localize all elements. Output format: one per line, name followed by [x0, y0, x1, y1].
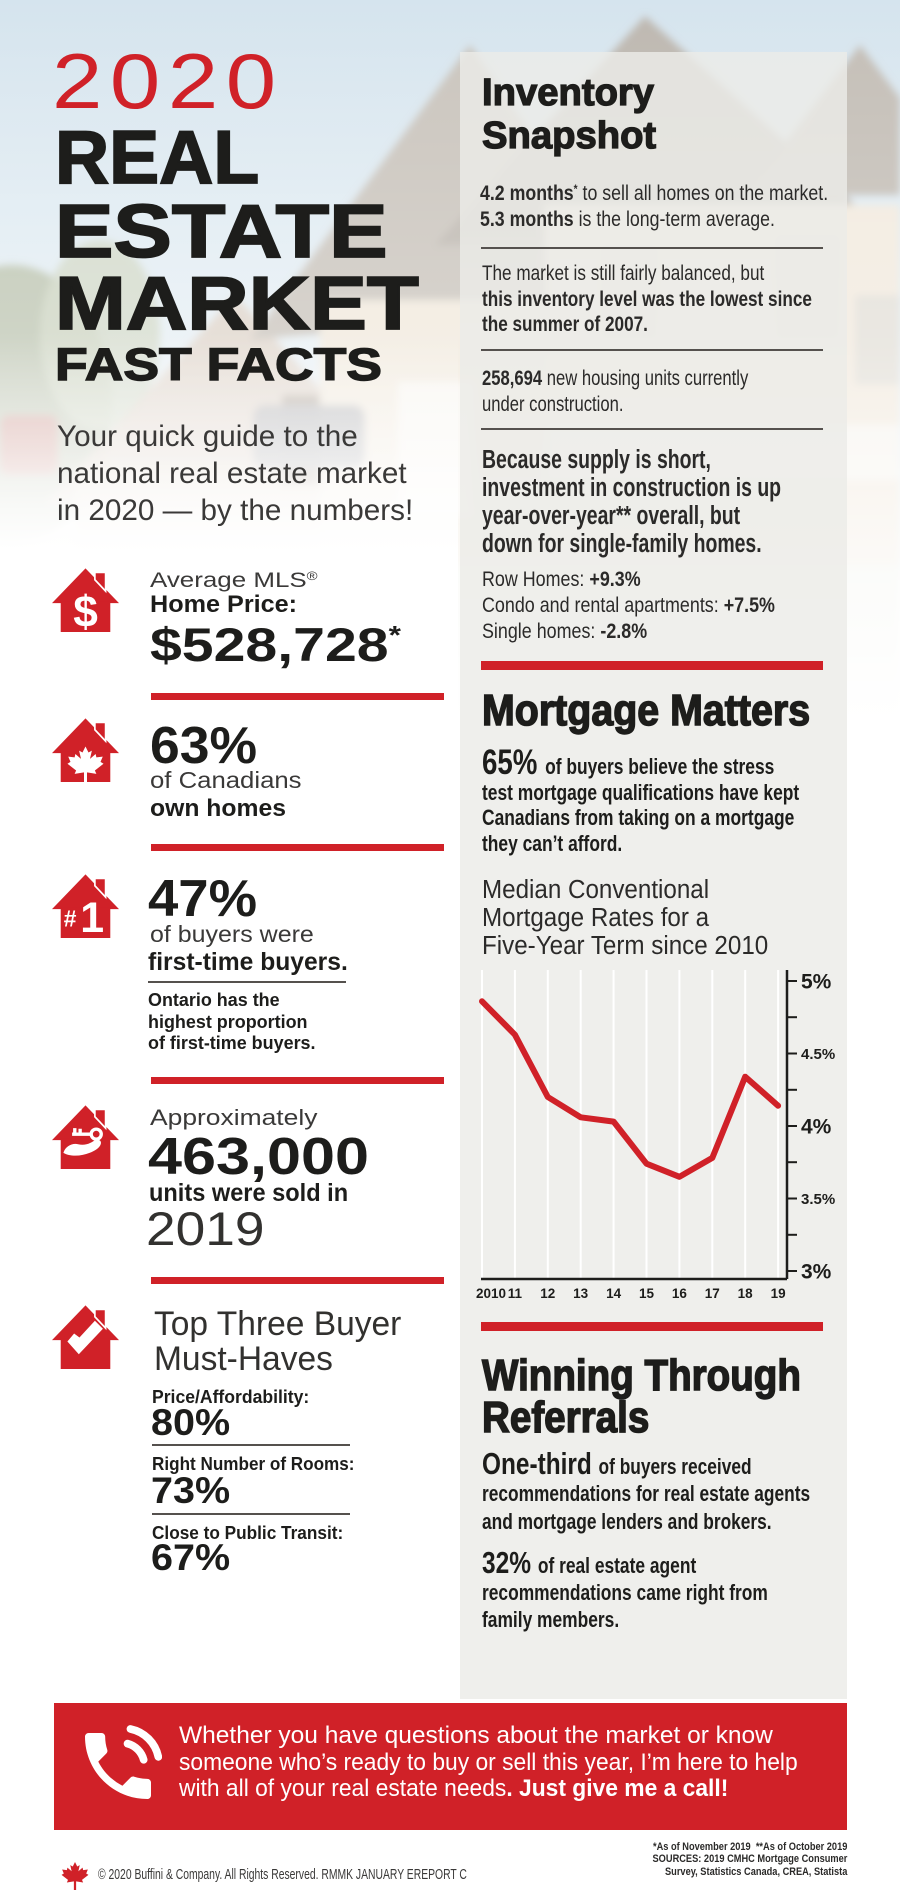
svg-text:12: 12	[540, 1286, 555, 1301]
svg-text:$: $	[73, 588, 98, 632]
svg-text:2010: 2010	[476, 1286, 506, 1301]
svg-text:13: 13	[573, 1286, 589, 1301]
svg-text:15: 15	[639, 1286, 655, 1301]
svg-text:16: 16	[672, 1286, 688, 1301]
svg-text:19: 19	[771, 1286, 786, 1301]
svg-text:4%: 4%	[801, 1116, 832, 1139]
svg-text:5%: 5%	[801, 971, 832, 994]
svg-text:3%: 3%	[801, 1261, 832, 1284]
svg-text:18: 18	[738, 1286, 754, 1301]
svg-text:3.5%: 3.5%	[801, 1191, 835, 1208]
svg-text:1: 1	[80, 894, 104, 938]
svg-text:#: #	[64, 906, 77, 932]
svg-text:14: 14	[606, 1286, 622, 1301]
svg-text:11: 11	[508, 1286, 523, 1301]
svg-text:17: 17	[705, 1286, 720, 1301]
svg-text:4.5%: 4.5%	[801, 1046, 835, 1063]
